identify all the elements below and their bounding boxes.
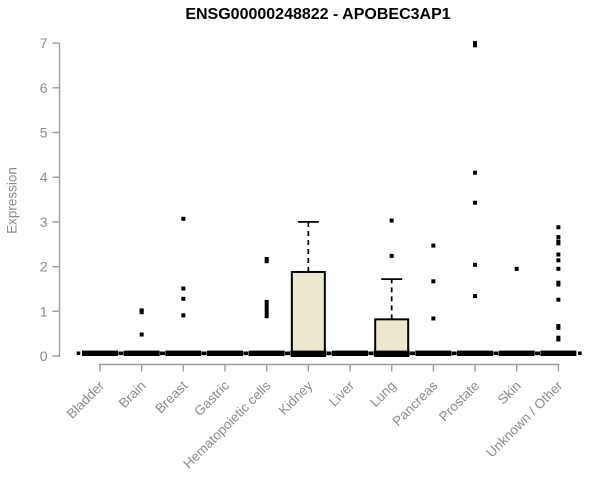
median-end-mark xyxy=(368,351,372,356)
median-end-mark xyxy=(243,351,247,356)
median-end-mark xyxy=(201,351,206,356)
x-axis-tick-label: Bladder xyxy=(64,378,108,422)
x-axis-tick-label: Skin xyxy=(495,378,524,407)
outlier-point xyxy=(556,337,561,342)
outlier-point xyxy=(556,235,561,240)
outlier-point xyxy=(473,262,478,267)
outlier-point xyxy=(556,225,561,230)
median-end-mark xyxy=(451,351,456,356)
median-bar xyxy=(248,350,285,356)
outlier-point xyxy=(181,216,186,221)
outlier-point xyxy=(181,296,186,301)
outlier-point xyxy=(139,310,144,315)
outlier-point xyxy=(556,282,561,287)
outlier-point xyxy=(514,266,519,271)
median-end-mark xyxy=(160,351,164,356)
median-end-mark xyxy=(285,351,289,356)
outlier-point xyxy=(264,303,269,308)
outlier-point xyxy=(473,294,478,299)
outlier-point xyxy=(473,41,478,46)
median-bar xyxy=(540,350,577,356)
outlier-point xyxy=(139,332,144,337)
outlier-point xyxy=(181,313,186,318)
outlier-point xyxy=(181,286,186,291)
box-body xyxy=(290,270,326,357)
outlier-point xyxy=(556,266,561,271)
median-end-mark xyxy=(493,351,497,356)
outlier-point xyxy=(556,325,561,330)
outlier-point xyxy=(264,257,269,262)
x-axis-tick-label: Prostate xyxy=(436,378,482,424)
outlier-point xyxy=(431,279,436,284)
y-axis-tick-label: 4 xyxy=(40,169,48,185)
outlier-point xyxy=(264,314,269,319)
median-bar xyxy=(207,350,244,356)
median-bar xyxy=(290,350,327,356)
outlier-point xyxy=(431,316,436,321)
outlier-point xyxy=(389,253,394,258)
median-bar xyxy=(123,350,160,356)
outlier-point xyxy=(264,259,269,264)
y-axis-tick-label: 0 xyxy=(40,348,48,364)
median-bar xyxy=(373,350,410,356)
x-axis-tick-label: Breast xyxy=(152,378,190,416)
y-axis-tick-label: 1 xyxy=(40,303,48,319)
chart-title: ENSG00000248822 - APOBEC3AP1 xyxy=(185,6,451,23)
outlier-point xyxy=(473,43,478,48)
x-axis-tick-label: Pancreas xyxy=(390,378,441,429)
x-axis-tick-label: Gastric xyxy=(191,378,232,419)
median-bar xyxy=(82,350,118,356)
median-bar xyxy=(165,350,202,356)
median-bar xyxy=(457,350,494,356)
x-axis-tick-label: Kidney xyxy=(276,378,316,418)
outlier-point xyxy=(431,243,436,248)
x-axis-tick-label: Unknown / Other xyxy=(483,378,566,461)
x-axis-tick-label: Lung xyxy=(367,378,399,410)
y-axis-tick-label: 5 xyxy=(40,125,48,141)
outlier-point xyxy=(473,170,478,175)
outlier-point xyxy=(264,299,269,304)
outlier-point xyxy=(264,310,269,315)
median-end-mark xyxy=(410,351,414,356)
median-end-mark xyxy=(326,351,331,356)
median-end-mark xyxy=(535,351,539,356)
outlier-point xyxy=(556,252,561,257)
outlier-point xyxy=(264,307,269,312)
box-body xyxy=(374,318,410,358)
median-end-mark xyxy=(76,351,81,356)
median-bar xyxy=(332,350,369,356)
x-axis-tick-label: Brain xyxy=(116,378,149,411)
median-end-mark xyxy=(118,351,122,356)
y-axis-tick-label: 3 xyxy=(40,214,48,230)
median-bar xyxy=(498,350,535,356)
y-axis-tick-label: 7 xyxy=(40,35,48,51)
outlier-point xyxy=(556,258,561,263)
median-end-mark xyxy=(578,351,582,356)
outlier-point xyxy=(473,200,478,205)
y-axis-tick-label: 2 xyxy=(40,259,48,275)
median-bar xyxy=(415,350,452,356)
outlier-point xyxy=(389,218,394,223)
y-axis-tick-label: 6 xyxy=(40,80,48,96)
outlier-point xyxy=(556,241,561,246)
x-axis-tick-label: Liver xyxy=(326,378,358,410)
outlier-point xyxy=(556,297,561,302)
